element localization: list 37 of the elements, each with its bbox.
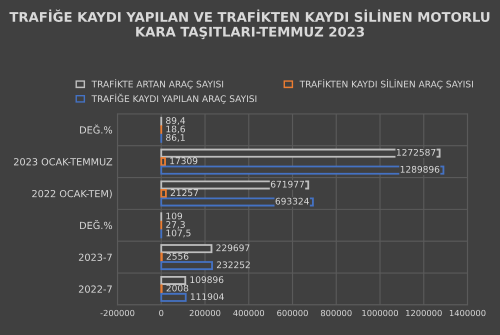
x-tick-label: -200000 [100, 310, 134, 316]
data-label: 671977 [270, 180, 304, 188]
data-label: 1272587 [396, 148, 436, 156]
data-label: 89,4 [166, 117, 186, 125]
x-tick-label: 0 [159, 310, 164, 316]
data-label: 86,1 [166, 134, 185, 142]
data-label: 18,6 [166, 126, 185, 134]
data-label: 2008 [166, 284, 188, 292]
data-label: 232252 [216, 261, 250, 268]
data-label: 109896 [190, 276, 224, 284]
data-label: 1289896 [400, 166, 440, 173]
x-tick-label: 200000 [190, 310, 220, 316]
y-tick-label: 2023 OCAK-TEMMUZ [14, 158, 112, 166]
data-label: 2556 [166, 252, 188, 260]
data-label: 229697 [216, 244, 250, 252]
data-label: 27,3 [166, 221, 185, 229]
legend-label: TRAFİKTEN KAYDI SİLİNEN ARAÇ SAYISI [300, 79, 473, 90]
y-tick-label: DEĞ.% [80, 124, 112, 134]
data-label: 21257 [170, 189, 198, 196]
x-tick-label: 600000 [277, 310, 308, 316]
y-tick-label: 2023-7 [78, 254, 112, 261]
data-label: 693324 [276, 198, 309, 205]
legend-label: TRAFİKTE ARTAN ARAÇ SAYISI [92, 79, 224, 90]
x-tick-label: 1400000 [450, 310, 486, 316]
data-label: 107,5 [166, 230, 191, 238]
chart-title: TRAFİĞE KAYDI YAPILAN VE TRAFİKTEN KAYDI SİLİNEN MOTORLU KARA TAŞITLARI-TEMMUZ 2023 [9, 10, 490, 40]
x-tick-label: 400000 [233, 310, 264, 316]
y-tick-label: 2022-7 [78, 285, 112, 293]
x-tick-label: 1200000 [406, 310, 442, 316]
y-tick-label: DEĞ.% [80, 220, 112, 230]
legend-label: TRAFİĞE KAYDI YAPILAN ARAÇ SAYISI [92, 94, 256, 104]
y-tick-label: 2022 OCAK-TEM) [32, 190, 112, 198]
x-tick-label: 800000 [320, 310, 352, 316]
x-tick-label: 1000000 [362, 310, 398, 316]
data-label: 109 [166, 212, 182, 220]
data-label: 111904 [190, 293, 224, 300]
data-label: 17309 [170, 157, 198, 164]
